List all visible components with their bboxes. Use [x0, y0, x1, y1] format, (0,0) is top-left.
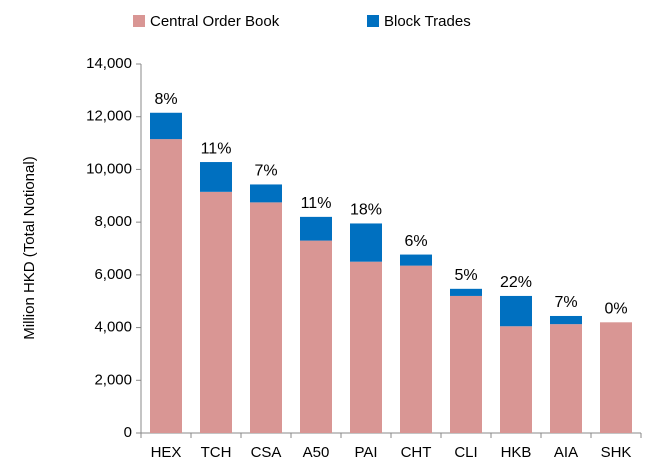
annotation: 7%	[554, 294, 577, 311]
annotation: 22%	[500, 274, 532, 291]
annotation: 6%	[404, 233, 427, 250]
x-tick-label: TCH	[201, 444, 232, 461]
bar-segment	[250, 184, 282, 203]
y-tick-label: 2,000	[94, 371, 132, 388]
x-tick-label: SHK	[601, 444, 632, 461]
bar-segment	[500, 295, 532, 327]
x-tick-label: CLI	[454, 444, 477, 461]
y-tick-label: 8,000	[94, 213, 132, 230]
bar-segment	[400, 254, 432, 266]
legend-swatch	[367, 15, 379, 27]
bar-segment	[550, 315, 582, 325]
legend-swatch	[133, 15, 145, 27]
bar-segment	[200, 162, 232, 192]
y-tick-label: 10,000	[86, 160, 132, 177]
legend-label: Central Order Book	[150, 13, 280, 30]
y-tick-label: 14,000	[86, 55, 132, 72]
y-tick-label: 4,000	[94, 319, 132, 336]
x-tick-label: HKB	[501, 444, 532, 461]
bar-segment	[550, 324, 582, 433]
bar-segment	[450, 295, 482, 433]
x-tick-label: AIA	[554, 444, 578, 461]
bar-segment	[300, 216, 332, 241]
y-tick-label: 0	[124, 424, 132, 441]
y-tick-label: 12,000	[86, 108, 132, 125]
bar-segment	[350, 223, 382, 262]
bar-segment	[300, 240, 332, 433]
x-tick-label: A50	[303, 444, 330, 461]
bar-segment	[150, 139, 182, 433]
x-tick-label: HEX	[151, 444, 182, 461]
y-tick-label: 6,000	[94, 266, 132, 283]
bar-segment	[350, 261, 382, 433]
y-axis-label: Million HKD (Total Notional)	[21, 156, 38, 339]
bar-segment	[400, 265, 432, 433]
x-tick-label: PAI	[354, 444, 377, 461]
bar-segment	[150, 112, 182, 140]
annotation: 18%	[350, 202, 382, 219]
bar-segment	[500, 326, 532, 433]
annotation: 11%	[201, 140, 232, 157]
annotation: 7%	[254, 163, 277, 180]
x-tick-label: CSA	[251, 444, 282, 461]
annotation: 5%	[454, 267, 477, 284]
bar-segment	[450, 288, 482, 296]
bar-segment	[250, 202, 282, 433]
annotation: 8%	[154, 91, 177, 108]
bar-segment	[600, 322, 632, 433]
legend-label: Block Trades	[384, 13, 471, 30]
annotation: 0%	[604, 301, 627, 318]
annotation: 11%	[301, 195, 332, 212]
x-tick-label: CHT	[401, 444, 432, 461]
bar-segment	[200, 191, 232, 433]
